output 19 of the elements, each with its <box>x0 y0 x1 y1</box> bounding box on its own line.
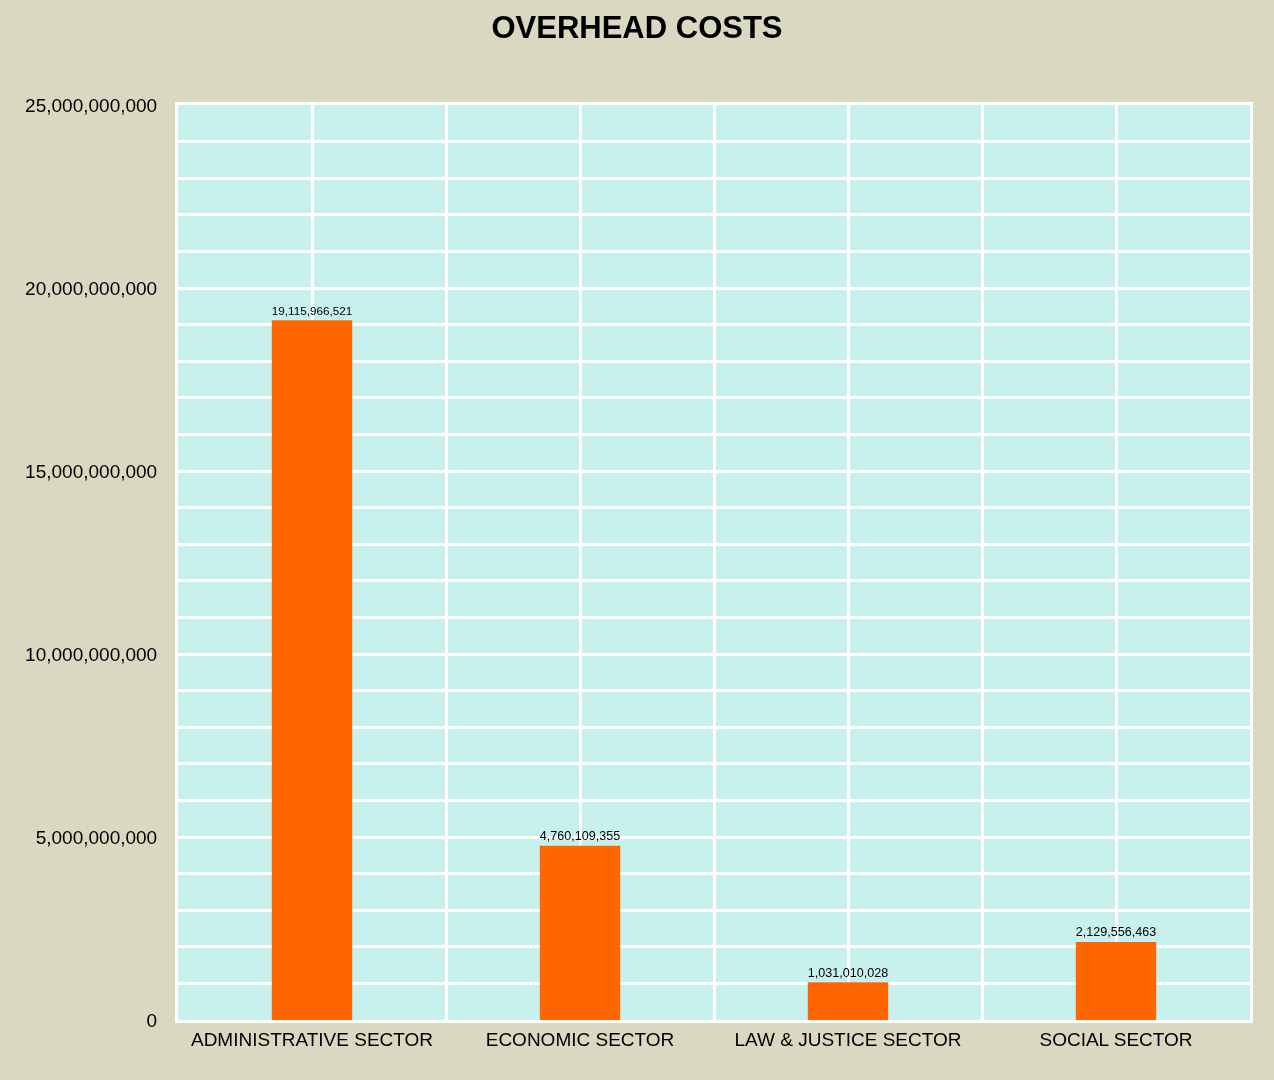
y-tick-label: 15,000,000,000 <box>25 460 158 482</box>
y-tick-label: 25,000,000,000 <box>25 94 158 116</box>
y-tick-label: 5,000,000,000 <box>35 826 158 848</box>
y-tick-label: 0 <box>146 1009 158 1031</box>
chart-title: OVERHEAD COSTS <box>491 9 783 45</box>
bar <box>539 845 621 1020</box>
data-label: 4,760,109,355 <box>539 829 621 844</box>
y-tick-label: 20,000,000,000 <box>25 277 158 299</box>
data-label: 19,115,966,521 <box>271 303 353 317</box>
x-tick-label: LAW & JUSTICE SECTOR <box>734 1028 962 1050</box>
y-tick-label: 10,000,000,000 <box>25 643 158 665</box>
data-label: 1,031,010,028 <box>807 965 889 980</box>
x-tick-label: ADMINISTRATIVE SECTOR <box>190 1028 434 1050</box>
x-tick-label: SOCIAL SECTOR <box>1039 1028 1193 1050</box>
bar <box>807 982 889 1020</box>
data-label: 2,129,556,463 <box>1075 925 1157 940</box>
bar <box>1075 942 1157 1020</box>
x-tick-label: ECONOMIC SECTOR <box>485 1028 675 1050</box>
bar <box>271 320 353 1020</box>
